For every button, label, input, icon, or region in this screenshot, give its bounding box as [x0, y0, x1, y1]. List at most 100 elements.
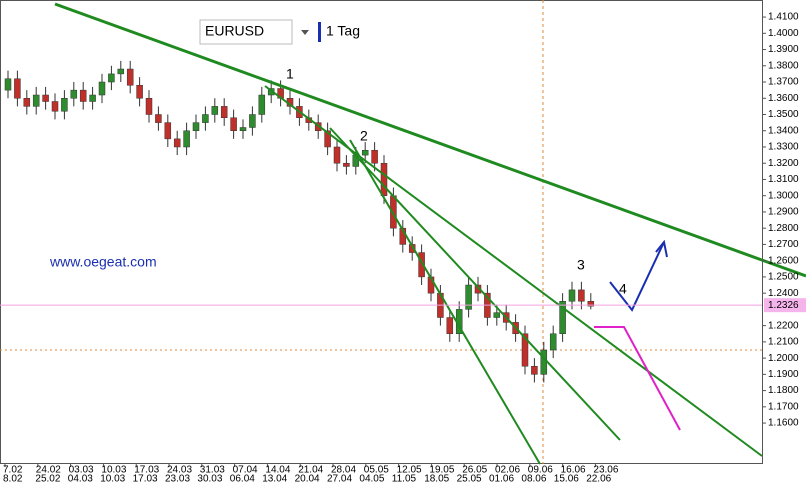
x-tick-label: 24.02 [36, 465, 61, 476]
x-tick-label: 16.06 [561, 465, 586, 476]
candle-body [79, 89, 87, 102]
annotation: 3 [577, 257, 585, 273]
y-tick-label: 1.3900 [768, 44, 799, 55]
candle-body [145, 98, 153, 115]
candle-body [98, 81, 106, 96]
y-tick-label: 1.3500 [768, 109, 799, 120]
candle-body [126, 68, 134, 86]
x-tick-label: 30.03 [197, 474, 222, 484]
x-tick-label: 26.05 [462, 465, 487, 476]
projection-arrow [609, 241, 665, 312]
x-tick-label: 04.03 [68, 474, 93, 484]
x-tick-label: 08.06 [521, 474, 546, 484]
y-tick-label: 1.2000 [768, 353, 799, 364]
x-tick-label: 17.03 [133, 474, 158, 484]
x-tick-label: 23.03 [165, 474, 190, 484]
candle-body [117, 68, 125, 75]
x-tick-label: 13.04 [262, 474, 287, 484]
y-tick-label: 1.3200 [768, 158, 799, 169]
timeframe-bar [318, 22, 321, 42]
y-tick-label: 1.3000 [768, 190, 799, 201]
x-tick-label: 07.04 [233, 465, 258, 476]
arrow-head [655, 239, 668, 258]
x-tick-label: 27.04 [327, 474, 352, 484]
projection-line [594, 326, 681, 431]
x-tick-label: 03.03 [69, 465, 94, 476]
candle-body [493, 312, 501, 318]
symbol-box[interactable] [199, 19, 293, 45]
y-tick-label: 1.2500 [768, 272, 799, 283]
candle-body [549, 333, 557, 351]
y-tick-label: 1.1900 [768, 369, 799, 380]
annotation: 2 [360, 128, 368, 144]
trendlines [54, 2, 806, 465]
x-tick-label: 7.02 [3, 465, 23, 476]
y-tick-label: 1.4000 [768, 28, 799, 39]
dropdown-icon[interactable] [301, 30, 309, 35]
x-tick-label: 12.05 [397, 465, 422, 476]
candle-body [380, 162, 388, 196]
candle-body [230, 117, 237, 131]
x-tick-label: 09.06 [528, 465, 553, 476]
trendline [329, 127, 621, 441]
watermark: www.oegeat.com [49, 254, 157, 270]
candle-body [211, 106, 219, 115]
candle-body [249, 114, 256, 128]
plot-frame [0, 0, 763, 464]
x-tick-label: 04.05 [359, 474, 384, 484]
candle-body [258, 94, 266, 115]
x-tick-label: 25.02 [35, 474, 60, 484]
y-tick-label: 1.1800 [768, 385, 799, 396]
x-tick-label: 22.06 [586, 474, 611, 484]
y-tick-label: 1.3700 [768, 77, 799, 88]
candle-body [239, 127, 247, 131]
candle-body [521, 333, 529, 367]
trendline [349, 139, 541, 465]
candle-body [446, 317, 454, 334]
x-tick-label: 01.06 [489, 474, 514, 484]
x-tick-label: 06.04 [230, 474, 255, 484]
candle-body [4, 78, 12, 91]
candle-body [70, 89, 78, 99]
y-tick-label: 1.2900 [768, 207, 799, 218]
candle-body [108, 73, 115, 83]
candle-body [61, 98, 68, 112]
candle-body [202, 114, 209, 123]
annotation: 1 [286, 66, 294, 82]
x-tick-label: 11.05 [392, 474, 417, 484]
candle-body [324, 130, 331, 148]
x-tick-label: 23.06 [593, 465, 618, 476]
candle-body [540, 349, 548, 375]
y-tick-label: 1.3800 [768, 60, 799, 71]
x-tick-label: 20.04 [295, 474, 320, 484]
x-tick-label: 10.03 [100, 474, 125, 484]
symbol: EURUSD [205, 23, 264, 39]
candle-body [220, 106, 228, 118]
y-tick-label: 1.2800 [768, 223, 799, 234]
y-tick-label: 1.3400 [768, 125, 799, 136]
x-tick-label: 8.02 [3, 474, 23, 484]
y-tick-label: 1.2700 [768, 239, 799, 250]
x-tick-label: 10.03 [101, 465, 126, 476]
x-tick-label: 31.03 [200, 465, 225, 476]
y-tick-label: 1.3600 [768, 93, 799, 104]
candle-body [155, 114, 162, 123]
x-tick-label: 05.05 [364, 465, 389, 476]
candle-body [578, 289, 585, 302]
x-tick-label: 25.05 [457, 474, 482, 484]
x-tick-label: 15.06 [554, 474, 579, 484]
candle-body [343, 162, 350, 167]
x-tick-label: 24.03 [167, 465, 192, 476]
candle-body [568, 289, 576, 302]
candle-body [32, 94, 40, 107]
x-tick-label: 18.05 [424, 474, 449, 484]
y-tick-label: 1.2600 [768, 255, 799, 266]
timeframe[interactable]: 1 Tag [326, 23, 360, 39]
candle-body [418, 252, 425, 278]
x-tick-label: 19.05 [429, 465, 454, 476]
candle-body [559, 301, 566, 334]
trendline [54, 2, 806, 278]
candle-body [465, 284, 472, 310]
x-tick-label: 02.06 [495, 465, 520, 476]
